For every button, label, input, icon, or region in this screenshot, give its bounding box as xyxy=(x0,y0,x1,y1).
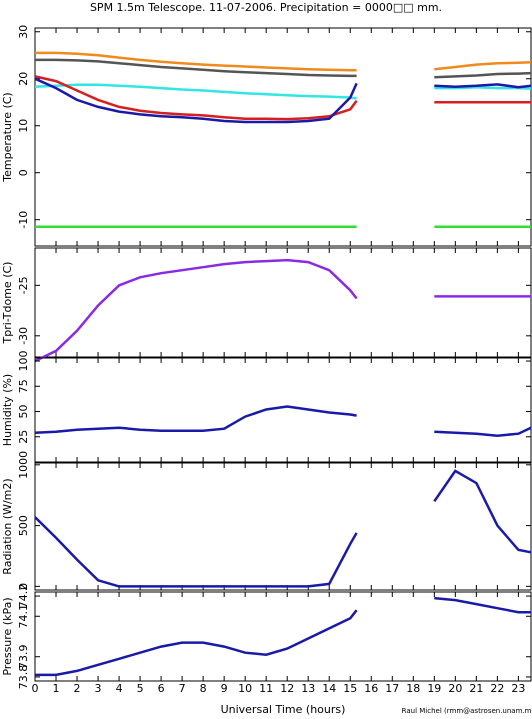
data-line xyxy=(434,61,532,71)
y-tick-label: 73.8 xyxy=(17,665,30,690)
data-line xyxy=(434,426,532,437)
data-line xyxy=(35,609,358,677)
y-tick-label: 20 xyxy=(17,72,30,86)
x-tick-label: 20 xyxy=(448,682,462,695)
data-line xyxy=(34,77,358,124)
chart-title: SPM 1.5m Telescope. 11-07-2006. Precipit… xyxy=(90,1,442,14)
x-tick-label: 8 xyxy=(200,682,207,695)
x-tick-label: 15 xyxy=(343,682,357,695)
data-line xyxy=(34,83,357,100)
x-tick-label: 23 xyxy=(511,682,525,695)
data-line xyxy=(434,83,532,89)
y-tick-label: -10 xyxy=(17,211,30,229)
x-tick-label: 3 xyxy=(95,682,102,695)
x-tick-label: 5 xyxy=(137,682,144,695)
x-tick-label: 4 xyxy=(116,682,123,695)
x-tick-label: 7 xyxy=(179,682,186,695)
data-line xyxy=(34,405,357,434)
x-tick-label: 18 xyxy=(406,682,420,695)
x-tick-label: 2 xyxy=(74,682,81,695)
y-axis-label: Humidity (%) xyxy=(1,374,14,446)
x-tick-label: 1 xyxy=(53,682,60,695)
x-tick-label: 10 xyxy=(238,682,252,695)
y-tick-label: 0 xyxy=(17,169,30,176)
panel-frame xyxy=(34,357,532,463)
y-axis-label: Pressure (kPa) xyxy=(1,597,14,675)
x-tick-label: 14 xyxy=(322,682,336,695)
x-tick-label: 19 xyxy=(427,682,441,695)
x-tick-label: 12 xyxy=(280,682,294,695)
y-tick-label: 25 xyxy=(17,430,30,444)
data-line xyxy=(434,596,531,614)
data-line xyxy=(433,469,532,554)
y-axis-label: Tpri-Tdome (C) xyxy=(1,262,14,345)
x-tick-label: 6 xyxy=(158,682,165,695)
y-tick-label: 74.2 xyxy=(17,584,30,609)
data-line xyxy=(34,75,358,121)
y-tick-label: 50 xyxy=(17,405,30,419)
y-tick-label: -25 xyxy=(17,276,30,294)
panel-frame xyxy=(34,247,532,358)
data-line xyxy=(34,516,358,588)
x-tick-label: 0 xyxy=(32,682,39,695)
x-tick-label: 17 xyxy=(385,682,399,695)
y-tick-label: 1000 xyxy=(17,451,30,479)
x-tick-label: 9 xyxy=(221,682,228,695)
data-line xyxy=(434,71,532,79)
x-tick-label: 22 xyxy=(490,682,504,695)
y-tick-label: 100 xyxy=(17,351,30,372)
y-tick-label: 500 xyxy=(17,515,30,536)
x-axis-label: Universal Time (hours) xyxy=(221,703,346,716)
y-axis-label: Temperature (C) xyxy=(1,92,14,182)
data-line xyxy=(35,51,357,72)
panel-frame xyxy=(34,462,532,591)
y-tick-label: 75 xyxy=(17,379,30,393)
y-tick-label: 74.1 xyxy=(17,604,30,629)
y-tick-label: -30 xyxy=(17,327,30,345)
y-tick-label: 0 xyxy=(17,583,30,590)
x-tick-label: 21 xyxy=(469,682,483,695)
y-tick-label: 10 xyxy=(17,119,30,133)
x-tick-label: 16 xyxy=(364,682,378,695)
data-line xyxy=(35,58,357,78)
panel-frame xyxy=(34,27,532,247)
y-axis-label: Radiation (W/m2) xyxy=(1,478,14,574)
data-line xyxy=(34,258,358,363)
credit: Raul Michel (rmm@astrosen.unam.mx) xyxy=(402,707,532,715)
x-tick-label: 11 xyxy=(259,682,273,695)
panel-frame xyxy=(34,591,532,682)
y-tick-label: 73.9 xyxy=(17,644,30,669)
y-tick-label: 30 xyxy=(17,25,30,39)
x-tick-label: 13 xyxy=(301,682,315,695)
